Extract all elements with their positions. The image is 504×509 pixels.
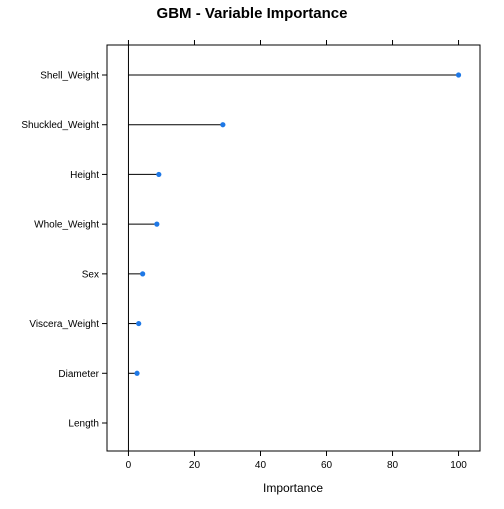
- chart-title: GBM - Variable Importance: [157, 5, 348, 22]
- category-label: Diameter: [58, 369, 99, 380]
- importance-point: [140, 271, 146, 277]
- x-tick-label: 100: [450, 460, 467, 471]
- importance-point: [154, 221, 160, 227]
- category-label: Sex: [82, 269, 99, 280]
- category-label: Shell_Weight: [40, 71, 99, 82]
- category-label: Viscera_Weight: [29, 319, 99, 330]
- x-tick-label: 80: [387, 460, 399, 471]
- importance-point: [455, 72, 462, 78]
- category-label: Shuckled_Weight: [21, 120, 99, 131]
- x-tick-label: 20: [189, 460, 201, 471]
- x-tick-label: 60: [321, 460, 333, 471]
- x-ticks-bottom: [127, 451, 460, 456]
- points: [134, 72, 462, 376]
- x-tick-label: 40: [255, 460, 267, 471]
- category-label: Length: [68, 419, 99, 430]
- importance-point: [156, 171, 162, 178]
- importance-point: [220, 122, 226, 128]
- y-ticks: [102, 74, 107, 424]
- y-tick-labels: Shell_Weight Shuckled_Weight Height Whole_W…: [21, 71, 99, 430]
- stems: [128, 74, 459, 374]
- importance-point: [134, 370, 140, 376]
- x-tick-labels: 0 20 40 60 80 100: [126, 460, 468, 471]
- x-ticks-top: [127, 40, 460, 45]
- plot-frame: [106, 44, 481, 452]
- importance-point: [136, 320, 142, 327]
- category-label: Height: [70, 170, 99, 181]
- x-axis-title: Importance: [263, 481, 323, 495]
- x-tick-label: 0: [126, 460, 132, 471]
- category-label: Whole_Weight: [34, 220, 99, 231]
